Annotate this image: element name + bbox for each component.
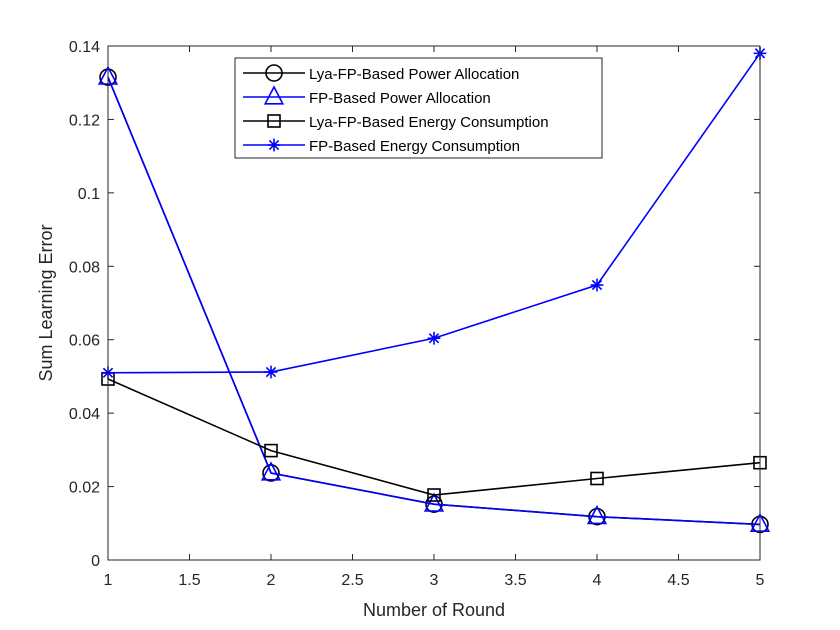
y-tick-label: 0.02 — [69, 480, 100, 497]
series-line-2 — [107, 76, 761, 526]
legend-label-1: Lya-FP-Based Power Allocation — [309, 66, 519, 83]
y-tick-label: 0.06 — [69, 333, 100, 350]
x-tick-label: 1 — [104, 572, 113, 589]
x-tick-label: 5 — [756, 572, 765, 589]
y-tick-label: 0.1 — [78, 186, 100, 203]
y-tick-label: 0 — [91, 553, 100, 570]
legend-marker-3 — [267, 114, 281, 128]
x-tick-label: 4.5 — [667, 572, 689, 589]
series-1-point-2 — [262, 464, 280, 482]
series-4-point-4 — [590, 278, 604, 292]
y-tick-label: 0.12 — [69, 112, 100, 129]
x-tick-label: 3 — [430, 572, 439, 589]
legend: Lya-FP-Based Power Allocation FP-Based Po… — [234, 57, 603, 159]
series-2-point-2 — [260, 461, 282, 481]
series-2-point-3 — [423, 492, 445, 512]
legend-marker-4 — [267, 138, 281, 152]
legend-marker-1 — [265, 64, 283, 82]
series-4-point-2 — [264, 365, 278, 379]
legend-marker-2 — [263, 85, 285, 105]
y-axis-title: Sum Learning Error — [36, 224, 56, 381]
x-tick-label: 4 — [593, 572, 602, 589]
x-tick-label: 2.5 — [341, 572, 363, 589]
x-tick-label: 3.5 — [504, 572, 526, 589]
y-tick-label: 0.14 — [69, 39, 100, 56]
y-tick-label: 0.08 — [69, 259, 100, 276]
x-tick-label: 2 — [267, 572, 276, 589]
x-tick-label: 1.5 — [178, 572, 200, 589]
series-3-point-4 — [590, 471, 604, 486]
legend-label-2: FP-Based Power Allocation — [309, 90, 491, 107]
legend-box — [234, 57, 603, 159]
series-4-point-3 — [427, 331, 441, 345]
legend-label-3: Lya-FP-Based Energy Consumption — [309, 114, 549, 131]
series-3-point-3 — [427, 488, 441, 502]
series-line-3 — [107, 378, 761, 496]
x-axis-title: Number of Round — [363, 600, 505, 620]
axes-layer: 1 1.5 2 2.5 3 3.5 4 4.5 5 0 0.02 0.04 0.06 0.08 0.1 0.1… — [69, 39, 765, 589]
legend-label-4: FP-Based Energy Consumption — [309, 138, 520, 155]
series-3-point-2 — [264, 443, 278, 458]
y-tick-label: 0.04 — [69, 406, 100, 423]
series-2-point-4 — [586, 504, 608, 525]
